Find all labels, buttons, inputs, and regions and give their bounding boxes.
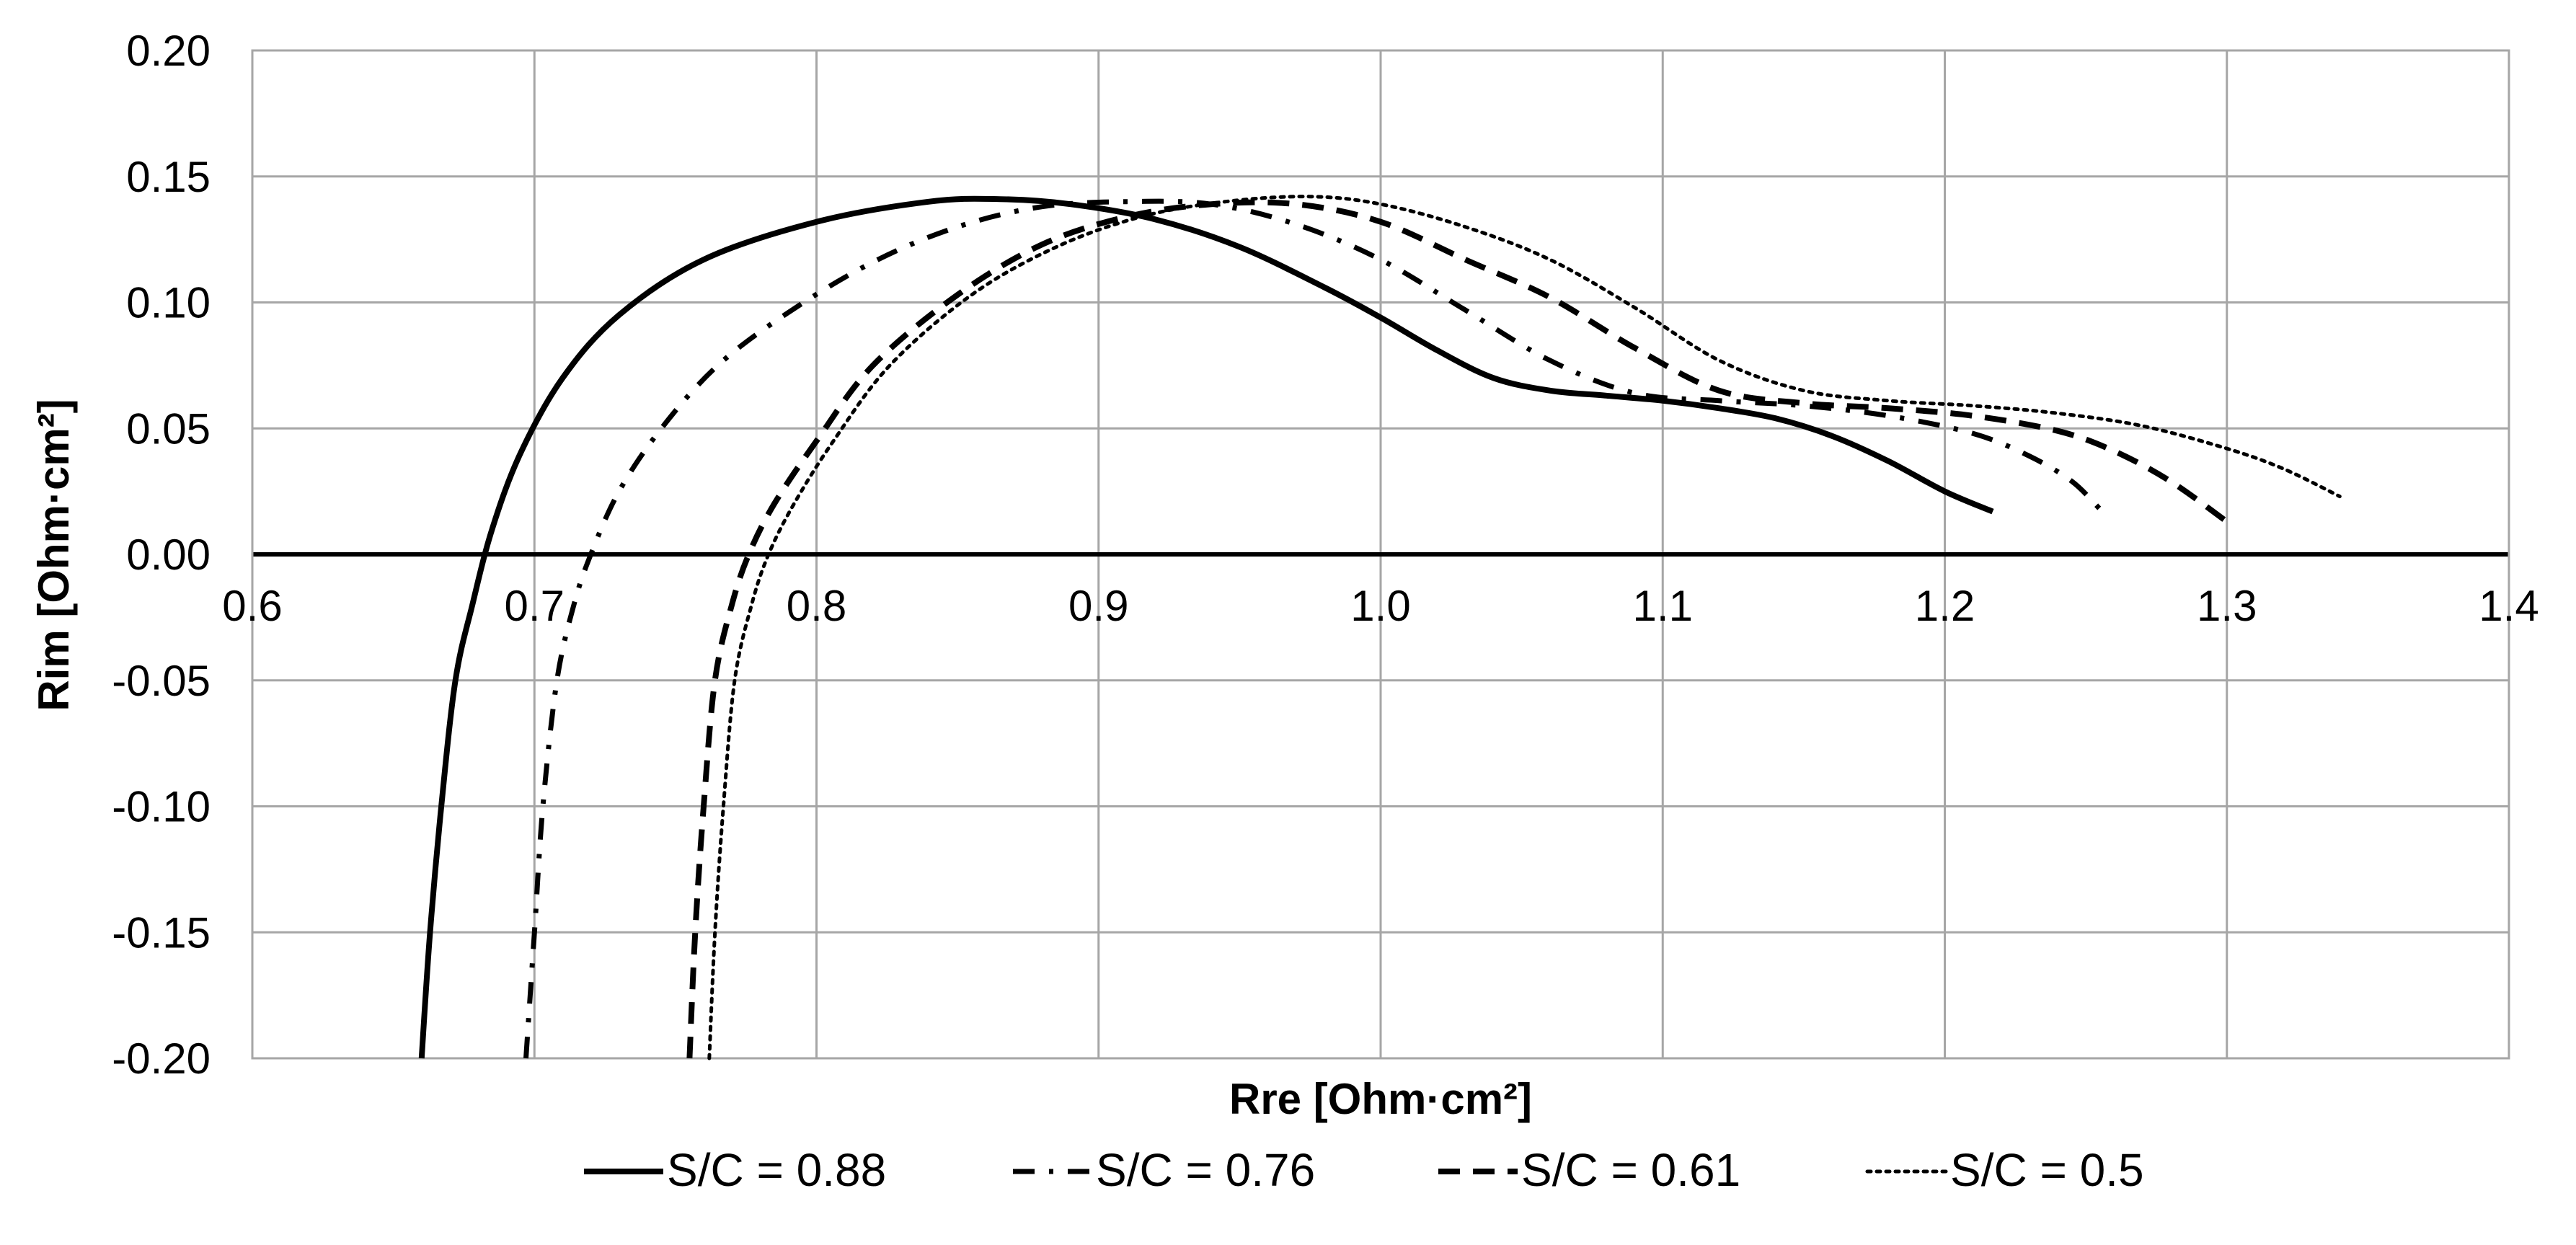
- x-tick-label: 0.6: [222, 582, 282, 630]
- series-lines: [418, 195, 2342, 1060]
- y-tick-label: -0.05: [112, 657, 211, 705]
- y-tick-label: 0.15: [126, 153, 211, 201]
- plot-border: [251, 49, 2510, 1060]
- y-tick-label: 0.10: [126, 279, 211, 327]
- x-tick-label: 1.4: [2479, 582, 2539, 630]
- series-line-2: [523, 198, 2102, 1059]
- axes: [251, 49, 2510, 1060]
- x-tick-label: 0.7: [505, 582, 565, 630]
- x-axis-title: Rre [Ohm·cm²]: [1229, 1075, 1532, 1123]
- legend-label-3: S/C = 0.61: [1521, 1144, 1740, 1196]
- y-axis-title: Rim [Ohm·cm²]: [30, 399, 78, 711]
- x-tick-label: 1.2: [1915, 582, 1975, 630]
- y-tick-label: 0.20: [126, 27, 211, 75]
- x-tick-label: 1.0: [1350, 582, 1410, 630]
- y-tick-label: 0.05: [126, 404, 211, 453]
- y-tick-label: -0.20: [112, 1034, 211, 1083]
- y-tick-label: -0.10: [112, 783, 211, 831]
- legend-label-1: S/C = 0.88: [667, 1144, 886, 1196]
- x-tick-label: 1.3: [2197, 582, 2257, 630]
- legend: S/C = 0.88 S/C = 0.76 S/C = 0.61 S/C = 0.5: [584, 1144, 2144, 1196]
- y-tick-label: 0.00: [126, 531, 211, 579]
- x-tick-label: 0.9: [1068, 582, 1128, 630]
- y-tick-label: -0.15: [112, 908, 211, 957]
- series-line-4: [707, 195, 2342, 1060]
- legend-label-2: S/C = 0.76: [1096, 1144, 1315, 1196]
- legend-label-4: S/C = 0.5: [1950, 1144, 2144, 1196]
- x-tick-label: 0.8: [787, 582, 846, 630]
- x-tick-label: 1.1: [1633, 582, 1693, 630]
- tick-labels: 0.6 0.7 0.8 0.9 1.0 1.1 1.2 1.3 1.4 0.20 0.15 0.10 0…: [112, 27, 2539, 1083]
